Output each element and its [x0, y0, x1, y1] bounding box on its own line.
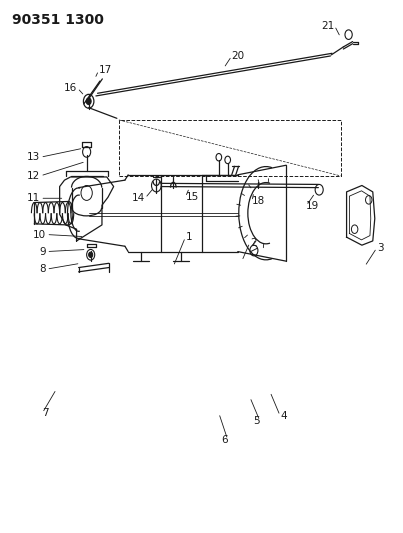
Text: 14: 14 [132, 193, 145, 203]
Text: 15: 15 [185, 192, 199, 202]
Text: 90351 1300: 90351 1300 [12, 13, 104, 27]
Text: 12: 12 [27, 171, 40, 181]
Text: 7: 7 [42, 408, 49, 418]
Text: 9: 9 [40, 247, 46, 256]
Text: 3: 3 [377, 243, 383, 253]
Text: 8: 8 [40, 264, 46, 274]
Text: 5: 5 [253, 416, 260, 426]
Circle shape [86, 98, 91, 104]
Text: 1: 1 [185, 232, 192, 242]
Text: 20: 20 [232, 51, 245, 61]
Text: 10: 10 [33, 230, 46, 239]
Text: 18: 18 [252, 197, 265, 206]
Text: 17: 17 [99, 66, 112, 75]
Circle shape [89, 252, 93, 257]
Text: 2: 2 [250, 238, 256, 247]
Text: 13: 13 [27, 152, 40, 162]
Text: 19: 19 [306, 201, 320, 211]
Text: 11: 11 [27, 193, 40, 203]
Text: 16: 16 [64, 83, 77, 93]
Text: 4: 4 [280, 411, 287, 421]
Text: 21: 21 [321, 21, 334, 30]
Text: 6: 6 [221, 435, 228, 445]
